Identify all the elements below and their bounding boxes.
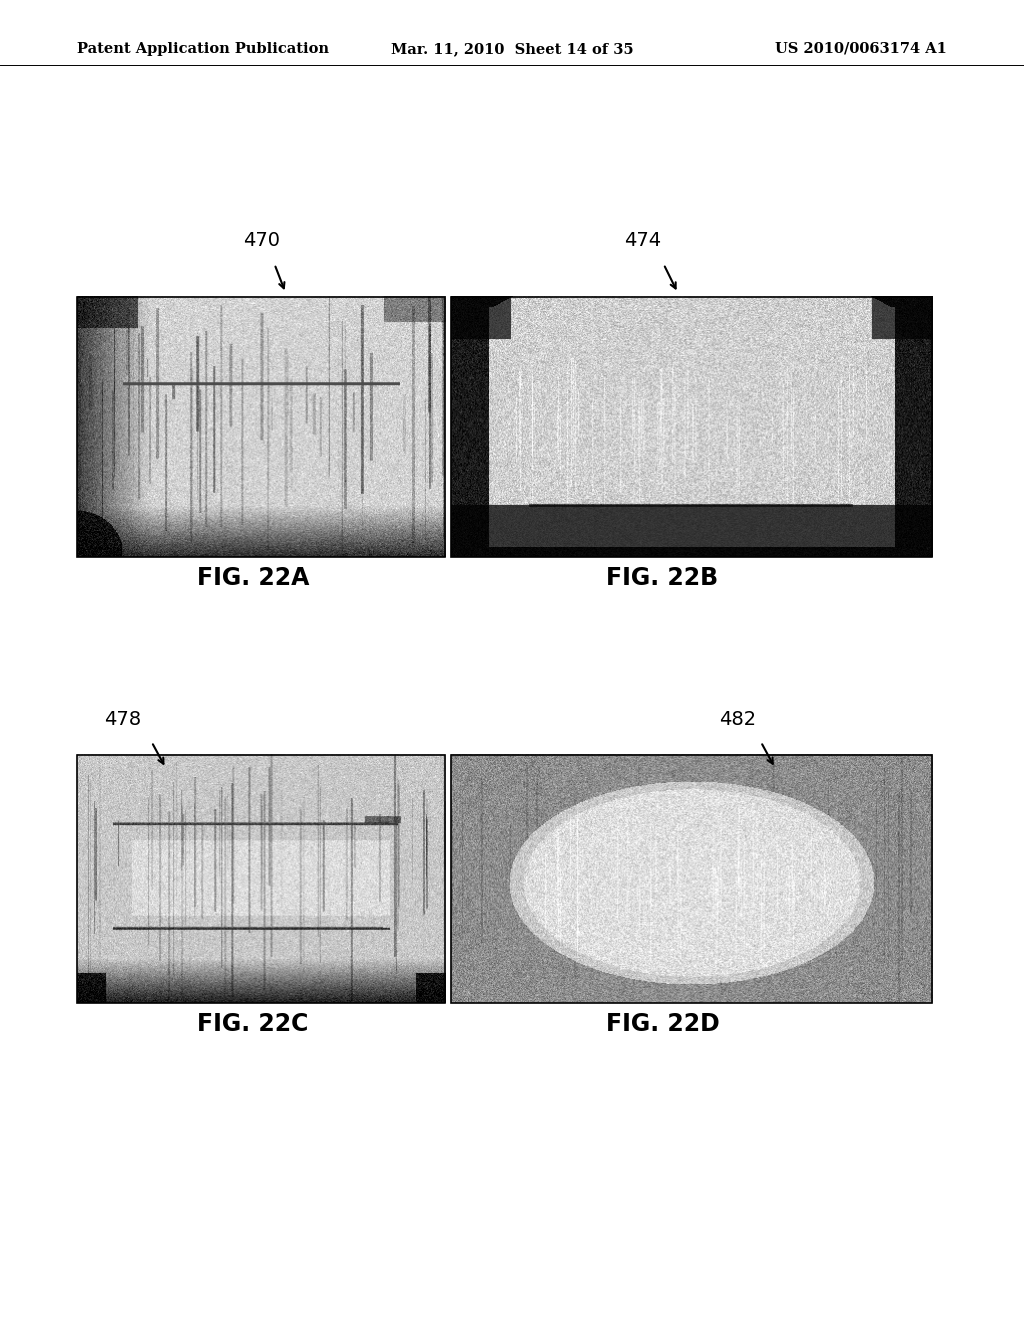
Text: 478: 478: [104, 710, 141, 729]
Text: FIG. 22C: FIG. 22C: [198, 1012, 308, 1036]
Bar: [77, 755, 445, 1003]
Text: FIG. 22D: FIG. 22D: [605, 1012, 720, 1036]
Bar: [451, 755, 932, 1003]
Text: US 2010/0063174 A1: US 2010/0063174 A1: [775, 42, 947, 55]
Text: Mar. 11, 2010  Sheet 14 of 35: Mar. 11, 2010 Sheet 14 of 35: [391, 42, 633, 55]
Text: 474: 474: [625, 231, 662, 249]
Bar: [451, 297, 932, 557]
Text: Patent Application Publication: Patent Application Publication: [77, 42, 329, 55]
Text: 470: 470: [243, 231, 280, 249]
Text: FIG. 22A: FIG. 22A: [197, 566, 309, 590]
Bar: [77, 297, 445, 557]
Text: 482: 482: [719, 710, 756, 729]
Text: FIG. 22B: FIG. 22B: [606, 566, 719, 590]
